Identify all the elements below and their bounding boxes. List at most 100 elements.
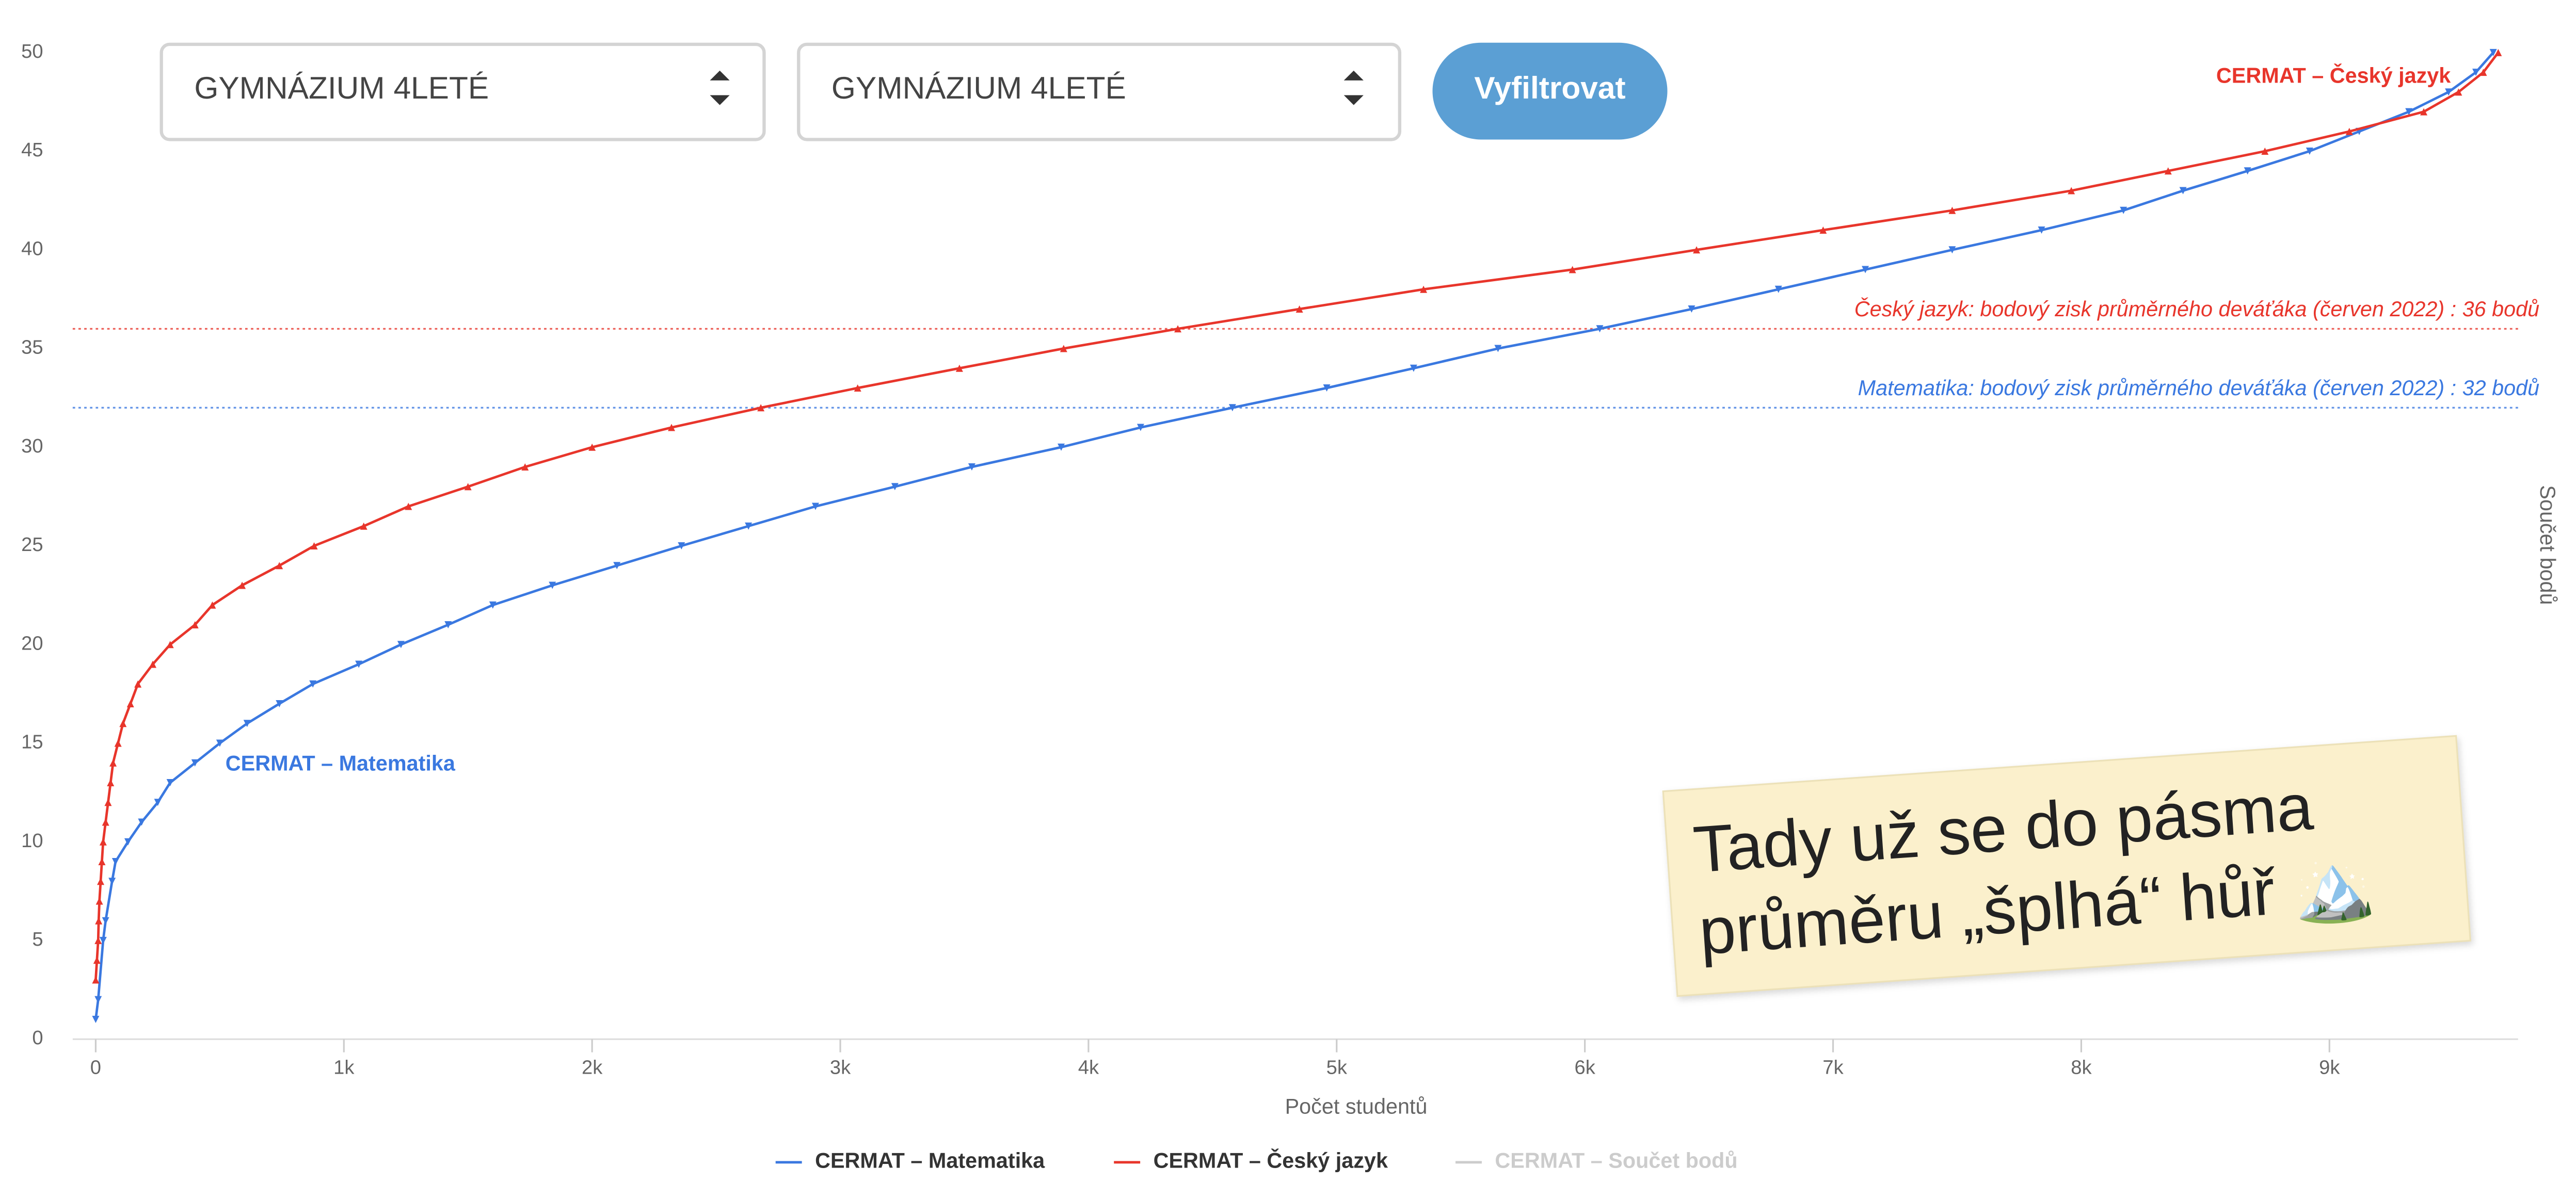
y-tick-label: 50 bbox=[21, 40, 43, 62]
data-point bbox=[489, 601, 497, 609]
data-point bbox=[102, 917, 109, 925]
data-point bbox=[2445, 88, 2453, 96]
y-tick-label: 10 bbox=[21, 830, 43, 852]
data-point bbox=[1174, 325, 1182, 333]
data-point bbox=[668, 424, 676, 431]
legend-label: CERMAT – Český jazyk bbox=[1154, 1149, 1388, 1173]
data-point bbox=[138, 818, 146, 826]
y-axis-label: Součet bodů bbox=[2536, 485, 2559, 605]
data-point bbox=[613, 562, 621, 570]
data-point bbox=[2120, 206, 2127, 214]
x-tick-label: 0 bbox=[90, 1057, 101, 1079]
y-tick-label: 15 bbox=[21, 731, 43, 753]
data-point bbox=[93, 957, 101, 964]
data-point bbox=[1060, 345, 1067, 352]
data-point bbox=[149, 660, 157, 668]
x-tick-label: 6k bbox=[1575, 1057, 1596, 1079]
data-point bbox=[276, 562, 283, 570]
select[interactable] bbox=[159, 42, 766, 141]
data-point bbox=[95, 917, 103, 925]
data-point bbox=[94, 996, 102, 1003]
data-point bbox=[166, 779, 174, 786]
data-point bbox=[355, 660, 363, 668]
x-tick-label: 1k bbox=[333, 1057, 355, 1079]
data-point bbox=[97, 878, 105, 885]
legend-label: CERMAT – Matematika bbox=[815, 1149, 1045, 1173]
data-point bbox=[2472, 69, 2480, 76]
plot: 0 5 10 15 20 25 30 35 40 45 50 0 1k 2k 3k 4k 5k 6k 7k 8k 9k P… bbox=[21, 40, 2559, 1173]
data-point bbox=[95, 897, 103, 905]
filter-button[interactable] bbox=[1432, 42, 1668, 140]
data-point bbox=[811, 503, 819, 510]
data-point bbox=[2405, 108, 2413, 116]
data-point bbox=[1948, 206, 1956, 214]
data-point bbox=[310, 542, 318, 549]
y-tick-label: 35 bbox=[21, 336, 43, 359]
reference-label: Matematika: bodový zisk průměrného deváť… bbox=[1858, 376, 2540, 400]
data-point bbox=[1295, 305, 1303, 313]
data-point bbox=[2068, 187, 2075, 195]
y-tick-label: 30 bbox=[21, 435, 43, 457]
data-point bbox=[1494, 345, 1502, 352]
data-point bbox=[444, 621, 452, 628]
select-label: GYMNÁZIUM 4LETÉ bbox=[831, 70, 1126, 105]
select[interactable] bbox=[797, 42, 1402, 141]
data-point bbox=[521, 463, 529, 471]
data-point bbox=[2455, 88, 2462, 96]
data-point bbox=[891, 483, 899, 491]
data-point bbox=[1774, 285, 1782, 293]
select-arrow bbox=[1343, 70, 1364, 105]
data-point bbox=[1137, 424, 1144, 431]
data-point bbox=[397, 641, 405, 649]
y-tick-label: 0 bbox=[32, 1027, 43, 1049]
data-point bbox=[216, 739, 223, 747]
data-point bbox=[98, 857, 106, 865]
x-tick-label: 4k bbox=[1078, 1057, 1099, 1079]
data-point bbox=[2306, 148, 2313, 155]
data-point bbox=[191, 621, 199, 628]
data-point bbox=[2479, 69, 2487, 76]
data-point bbox=[102, 818, 109, 826]
data-point bbox=[209, 601, 216, 609]
series-annotation: CERMAT – Matematika bbox=[226, 752, 456, 775]
select-arrow bbox=[710, 70, 730, 105]
data-point bbox=[2164, 167, 2172, 175]
data-point bbox=[107, 779, 115, 786]
data-point bbox=[1058, 443, 1065, 451]
data-point bbox=[2489, 48, 2497, 56]
data-point bbox=[1420, 285, 1428, 293]
data-point bbox=[309, 680, 317, 688]
data-point bbox=[119, 720, 127, 727]
data-point bbox=[92, 1015, 100, 1023]
data-point bbox=[124, 838, 132, 846]
y-tick-label: 45 bbox=[21, 139, 43, 161]
data-point bbox=[1596, 325, 1604, 333]
data-point bbox=[2179, 187, 2187, 195]
data-point bbox=[2038, 226, 2045, 234]
data-point bbox=[955, 364, 963, 372]
data-point bbox=[2261, 148, 2269, 155]
data-point bbox=[588, 443, 596, 451]
data-point bbox=[1862, 266, 1869, 273]
filters: GYMNÁZIUM 4LETÉ GYMNÁZIUM 4LETÉ Vyfiltro… bbox=[159, 42, 1668, 141]
data-point bbox=[1693, 246, 1701, 254]
legend-label: CERMAT – Součet bodů bbox=[1495, 1149, 1737, 1173]
y-tick-label: 40 bbox=[21, 237, 43, 260]
data-point bbox=[276, 700, 283, 707]
data-point bbox=[745, 522, 753, 530]
x-tick-label: 5k bbox=[1326, 1057, 1348, 1079]
y-tick-label: 5 bbox=[32, 928, 43, 950]
data-point bbox=[968, 463, 975, 471]
data-point bbox=[360, 522, 367, 530]
button-label: Vyfiltrovat bbox=[1474, 70, 1625, 105]
data-point bbox=[854, 384, 861, 392]
x-axis-label: Počet studentů bbox=[1285, 1095, 1428, 1119]
data-point bbox=[464, 483, 472, 491]
data-point bbox=[126, 700, 134, 707]
data-point bbox=[111, 857, 119, 865]
data-point bbox=[1819, 226, 1827, 234]
data-point bbox=[114, 739, 122, 747]
data-point bbox=[1228, 404, 1236, 412]
y-tick-label: 25 bbox=[21, 533, 43, 556]
